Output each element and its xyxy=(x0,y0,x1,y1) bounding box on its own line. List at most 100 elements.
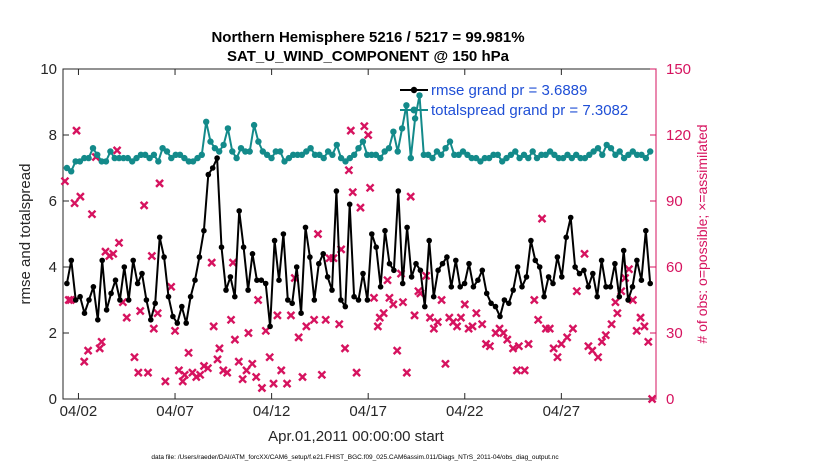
obs-point-stroke xyxy=(632,326,642,336)
obs-point-stroke xyxy=(495,324,504,333)
obs-point-stroke xyxy=(207,258,217,267)
obs-point xyxy=(184,348,193,358)
totalspread-point xyxy=(250,121,258,129)
obs-point xyxy=(580,249,589,259)
totalspread-point xyxy=(246,148,253,155)
obs-point xyxy=(533,315,543,325)
obs-point-stroke xyxy=(79,357,89,366)
obs-point-stroke xyxy=(294,333,304,342)
obs-point xyxy=(388,300,398,309)
obs-point xyxy=(346,126,356,135)
totalspread-point xyxy=(277,148,284,155)
totalspread-point xyxy=(507,151,515,158)
rmse-point xyxy=(293,264,300,270)
obs-point-stroke xyxy=(76,192,85,201)
chart-title: Northern Hemisphere 5216 / 5217 = 99.981… xyxy=(211,29,524,46)
rmse-point xyxy=(103,307,110,313)
rmse-point xyxy=(483,290,490,297)
rmse-point xyxy=(523,274,530,280)
obs-point xyxy=(247,359,257,369)
rmse-point xyxy=(497,313,503,320)
obs-point xyxy=(302,322,311,331)
rmse-point xyxy=(262,280,269,287)
totalspread-point xyxy=(68,168,75,175)
obs-point-stroke xyxy=(444,313,454,322)
obs-point xyxy=(520,366,530,375)
totalspread-point xyxy=(616,148,623,155)
obs-point-stroke xyxy=(485,341,495,351)
rmse-point xyxy=(616,293,623,300)
totalspread-point xyxy=(364,151,371,158)
obs-point xyxy=(180,370,190,380)
obs-point-stroke xyxy=(215,344,224,353)
obs-point-stroke xyxy=(122,313,132,322)
obs-point xyxy=(298,372,307,382)
totalspread-point xyxy=(411,115,419,122)
obs-point-stroke xyxy=(101,247,110,256)
rmse-point xyxy=(355,297,362,303)
totalspread-point xyxy=(494,151,501,158)
obs-point-stroke xyxy=(456,313,466,322)
totalspread-point xyxy=(633,151,641,158)
totalspread-point xyxy=(416,92,423,99)
totalspread-point xyxy=(394,148,401,155)
rmse-point xyxy=(174,320,181,326)
totalspread-point xyxy=(207,138,214,145)
obs-point xyxy=(257,383,267,393)
rmse-point xyxy=(90,284,97,290)
obs-point-stroke xyxy=(118,297,128,307)
obs-point xyxy=(112,146,122,155)
obs-point-stroke xyxy=(309,315,319,325)
obs-point-stroke xyxy=(425,313,435,322)
obs-point-stroke xyxy=(369,293,379,303)
rmse-point xyxy=(514,264,521,270)
rmse-point xyxy=(386,260,393,267)
obs-point xyxy=(620,273,630,283)
totalspread-point xyxy=(607,145,615,152)
rmse-point xyxy=(192,277,198,284)
obs-point-stroke xyxy=(402,368,412,377)
obs-point xyxy=(269,379,278,388)
totalspread-point xyxy=(407,154,414,162)
obs-point xyxy=(95,344,105,353)
rmse-point xyxy=(590,270,596,277)
obs-point-stroke xyxy=(253,295,263,305)
obs-point xyxy=(373,322,383,331)
totalspread-point xyxy=(272,148,279,155)
obs-point-stroke xyxy=(398,297,408,307)
totalspread-point xyxy=(594,145,602,152)
totalspread-point xyxy=(233,154,240,162)
obs-point-stroke xyxy=(597,337,607,347)
totalspread-point xyxy=(355,145,362,152)
obs-point xyxy=(529,295,539,305)
obs-point-stroke xyxy=(273,311,282,320)
rmse-point xyxy=(165,293,172,300)
totalspread-point xyxy=(438,151,445,158)
spread-series xyxy=(63,92,654,175)
obs-point-stroke xyxy=(557,339,566,349)
legend-spread-marker xyxy=(410,106,418,114)
obs-point-stroke xyxy=(66,295,76,305)
rmse-point xyxy=(634,257,640,264)
totalspread-point xyxy=(102,158,110,165)
y-right-tick-label: 30 xyxy=(666,325,683,342)
obs-point-stroke xyxy=(460,300,470,309)
y-axis-right-label: # of obs: o=possible; ×=assimilated xyxy=(694,124,710,343)
y-left-tick-label: 6 xyxy=(49,193,57,210)
obs-point-stroke xyxy=(184,348,193,358)
rmse-point xyxy=(121,264,128,270)
totalspread-point xyxy=(542,151,549,158)
obs-point-stroke xyxy=(95,344,105,353)
obs-point-stroke xyxy=(448,317,458,327)
totalspread-point xyxy=(216,148,223,155)
x-tick-label: 04/07 xyxy=(156,403,194,420)
totalspread-point xyxy=(133,154,140,162)
obs-point xyxy=(130,352,139,362)
obs-point-stroke xyxy=(363,130,373,140)
totalspread-point xyxy=(89,145,97,152)
y-left-tick-label: 8 xyxy=(49,127,57,144)
obs-point-stroke xyxy=(87,209,97,219)
rmse-point xyxy=(324,274,331,280)
obs-point xyxy=(359,121,369,131)
rmse-point xyxy=(218,244,225,250)
